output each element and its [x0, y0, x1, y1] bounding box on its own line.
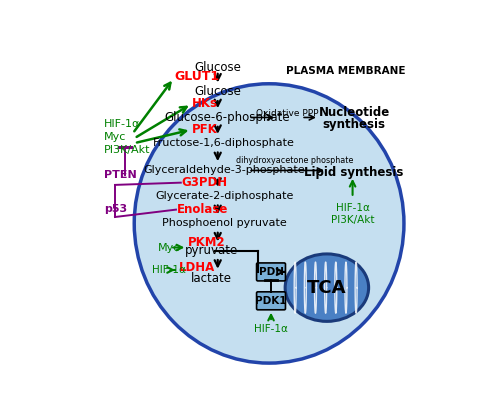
Ellipse shape — [285, 254, 368, 322]
Text: p53: p53 — [104, 204, 127, 214]
Ellipse shape — [134, 84, 404, 363]
Text: Glucose: Glucose — [194, 85, 241, 98]
Text: TCA: TCA — [307, 279, 346, 296]
Text: synthesis: synthesis — [322, 118, 386, 131]
Text: PI3K/Akt: PI3K/Akt — [331, 215, 374, 225]
Text: Myc: Myc — [158, 243, 180, 253]
Text: HIF-1α: HIF-1α — [104, 119, 140, 129]
Text: Glucose: Glucose — [194, 61, 241, 74]
Text: PDH: PDH — [258, 267, 283, 277]
Text: Nucleotide: Nucleotide — [318, 106, 390, 119]
Text: Enolase: Enolase — [177, 203, 229, 216]
Text: PDK1: PDK1 — [256, 296, 287, 306]
Text: PI3K/Akt: PI3K/Akt — [104, 145, 150, 155]
Text: Myc: Myc — [104, 132, 126, 142]
FancyBboxPatch shape — [256, 263, 286, 281]
Text: HIF-1α: HIF-1α — [254, 324, 288, 334]
Text: G3PDH: G3PDH — [182, 176, 228, 189]
Text: Glucose-6-phosphate: Glucose-6-phosphate — [164, 111, 290, 124]
Text: GLUT1: GLUT1 — [174, 70, 220, 83]
Text: HIF-1α: HIF-1α — [152, 265, 186, 275]
Text: Glyceraldehyde-3-phosphate: Glyceraldehyde-3-phosphate — [144, 166, 305, 176]
Text: lactate: lactate — [191, 271, 232, 284]
Text: PKM2: PKM2 — [188, 236, 226, 249]
Text: HKs: HKs — [192, 98, 218, 111]
Text: Phosphoenol pyruvate: Phosphoenol pyruvate — [162, 219, 286, 229]
Text: LDHA: LDHA — [178, 261, 215, 274]
FancyBboxPatch shape — [256, 292, 286, 310]
Text: Fructose-1,6-diphosphate: Fructose-1,6-diphosphate — [153, 138, 295, 148]
Text: pyruvate: pyruvate — [184, 244, 238, 257]
Text: Oxidative PPP: Oxidative PPP — [256, 109, 318, 118]
Text: dihydroxyacetone phosphate: dihydroxyacetone phosphate — [236, 156, 354, 165]
Text: Lipid synthesis: Lipid synthesis — [304, 166, 404, 178]
Text: PFK: PFK — [192, 123, 218, 136]
Text: PLASMA MEMBRANE: PLASMA MEMBRANE — [286, 66, 406, 76]
Text: PTEN: PTEN — [104, 170, 136, 180]
Text: HIF-1α: HIF-1α — [336, 203, 370, 213]
Text: Glycerate-2-diphosphate: Glycerate-2-diphosphate — [155, 191, 294, 201]
